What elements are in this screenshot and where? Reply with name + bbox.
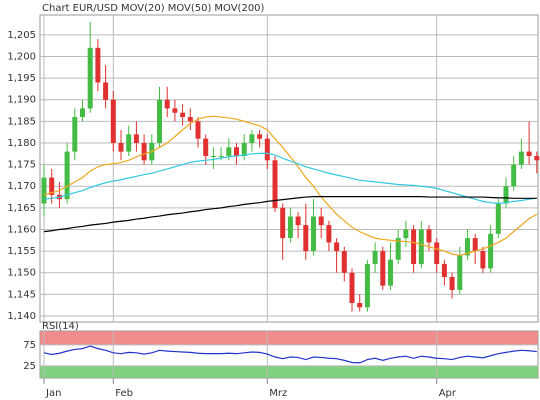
candle-body xyxy=(280,207,286,239)
candle-body xyxy=(64,151,70,200)
candle-body xyxy=(503,186,509,204)
candle-body xyxy=(472,238,478,252)
candle-body xyxy=(488,233,494,269)
candle-body xyxy=(357,302,363,308)
candle-body xyxy=(241,142,247,156)
candle-body xyxy=(187,117,193,122)
candle-body xyxy=(272,160,278,208)
candle-body xyxy=(234,147,239,156)
candle-body xyxy=(249,134,255,143)
y-tick-label: 1,145 xyxy=(7,289,36,300)
candle-body xyxy=(518,151,524,165)
candle-body xyxy=(465,238,470,256)
candle-body xyxy=(203,138,209,156)
candle-body xyxy=(349,272,355,303)
y-tick-label: 1,190 xyxy=(7,95,36,106)
candle-body xyxy=(257,134,263,139)
y-tick-label: 1,200 xyxy=(7,52,36,63)
candle-body xyxy=(110,99,116,143)
candle-body xyxy=(118,142,124,152)
candle-body xyxy=(264,138,270,161)
candle-body xyxy=(80,108,85,118)
candle-body xyxy=(87,47,93,109)
candle-body xyxy=(364,264,370,308)
candle-body xyxy=(126,134,132,152)
candle-body xyxy=(103,82,109,100)
x-tick-label: Jan xyxy=(45,388,61,399)
candle-body xyxy=(95,47,101,83)
candle-body xyxy=(141,142,147,161)
candle-body xyxy=(480,251,486,269)
candle-body xyxy=(449,277,455,291)
candle-body xyxy=(341,251,347,273)
x-tick-label: Apr xyxy=(439,388,457,399)
candle-body xyxy=(388,259,393,286)
x-tick-label: Feb xyxy=(115,388,133,399)
moving-average xyxy=(43,196,537,233)
candle-body xyxy=(72,117,78,152)
candle-body xyxy=(426,229,432,243)
legend-entry: MOV(20) xyxy=(121,3,165,14)
y-tick-label: 1,160 xyxy=(7,224,36,235)
candle-body xyxy=(418,229,424,265)
x-tick-label: Mrz xyxy=(269,388,287,399)
y-tick-label: 1,195 xyxy=(7,73,36,84)
candle-body xyxy=(534,155,540,161)
legend-entry: MOV(200) xyxy=(214,3,264,14)
candle-body xyxy=(210,155,216,157)
y-tick-label: 1,140 xyxy=(7,311,36,322)
moving-average xyxy=(43,152,537,205)
rsi-line xyxy=(43,345,537,364)
y-tick-label: 1,165 xyxy=(7,203,36,214)
y-tick-label: 1,180 xyxy=(7,138,36,149)
legend-entry: MOV(50) xyxy=(168,3,212,14)
y-tick-label: 1,185 xyxy=(7,116,36,127)
candle-body xyxy=(403,229,409,239)
y-tick-label: 1,155 xyxy=(7,246,36,257)
candle-body xyxy=(526,151,532,156)
moving-average xyxy=(43,115,538,257)
candle-body xyxy=(172,108,178,113)
candle-body xyxy=(41,177,47,204)
candle-body xyxy=(157,99,162,143)
candle-body xyxy=(133,134,139,143)
candle-body xyxy=(395,238,401,260)
candle-body xyxy=(372,251,378,265)
y-tick-label: 1,175 xyxy=(7,160,36,171)
candle-body xyxy=(195,121,201,139)
chart-title: Chart EUR/USD xyxy=(42,3,118,14)
candle-body xyxy=(334,242,340,252)
y-tick-label: 1,205 xyxy=(7,30,36,41)
candle-body xyxy=(295,216,301,226)
candle-body xyxy=(511,164,517,187)
rsi-title: RSI(14) xyxy=(42,321,79,332)
rsi-band xyxy=(39,365,539,379)
y-tick-label: 1,150 xyxy=(7,268,36,279)
y-tick-label: 25 xyxy=(23,361,36,372)
y-tick-label: 75 xyxy=(23,340,36,351)
candle-body xyxy=(287,216,293,239)
candle-body xyxy=(457,255,463,291)
candle-body xyxy=(326,225,332,243)
candle-body xyxy=(495,203,501,234)
candle-body xyxy=(218,155,224,157)
rsi-band xyxy=(39,330,539,346)
candle-body xyxy=(164,99,170,109)
candle-body xyxy=(180,112,186,118)
candle-body xyxy=(434,242,440,265)
candle-body xyxy=(441,264,447,278)
candle-body xyxy=(311,216,316,252)
candle-body xyxy=(303,225,309,252)
candle-body xyxy=(318,216,324,226)
y-tick-label: 1,170 xyxy=(7,181,36,192)
candle-body xyxy=(226,147,232,156)
candle-body xyxy=(380,251,386,286)
candle-body xyxy=(411,229,417,265)
candle-body xyxy=(49,177,55,195)
plot-area xyxy=(39,14,539,323)
